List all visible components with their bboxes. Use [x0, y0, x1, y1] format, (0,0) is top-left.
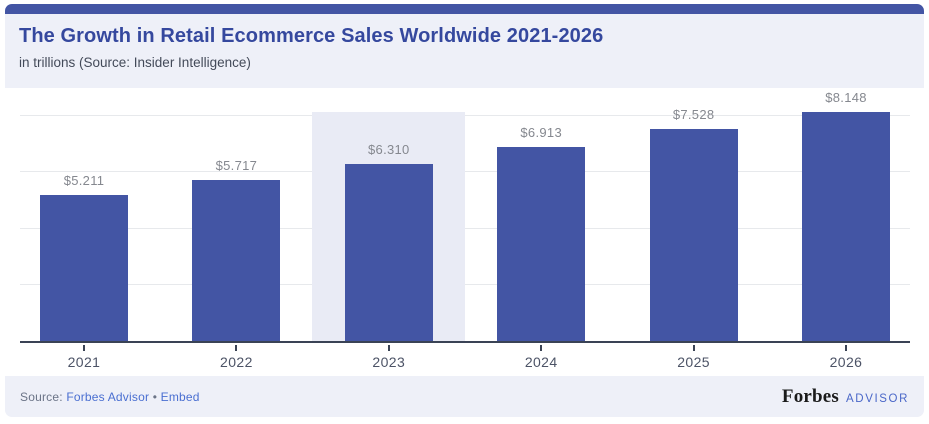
- x-axis-label-2022: 2022: [220, 354, 253, 370]
- forbes-wordmark: Forbes: [781, 385, 840, 407]
- x-axis-tick-2025: [692, 345, 695, 351]
- source-label: Source:: [20, 389, 63, 404]
- x-axis-label-2023: 2023: [372, 354, 406, 370]
- source-link[interactable]: Forbes Advisor: [66, 389, 150, 404]
- x-axis-tick-2023: [387, 345, 390, 351]
- bar-2026[interactable]: [802, 112, 890, 341]
- chart-header: The Growth in Retail Ecommerce Sales Wor…: [5, 14, 924, 88]
- advisor-wordmark: ADVISOR: [846, 392, 909, 405]
- bar-value-label-2022: $5.717: [215, 158, 258, 174]
- embed-link[interactable]: Embed: [160, 389, 200, 404]
- bar-value-label-2023: $6.310: [368, 141, 410, 157]
- bar-value-label-2026: $8.148: [825, 90, 867, 106]
- bar-value-label-2021: $5.211: [63, 172, 105, 188]
- x-axis-label-2021: 2021: [67, 354, 101, 370]
- bar-2025[interactable]: [649, 129, 738, 341]
- x-axis-label-2024: 2024: [524, 354, 558, 370]
- bar-value-label-2024: $6.913: [520, 124, 562, 140]
- bar-2023[interactable]: [344, 163, 433, 341]
- chart-footer: Source: Forbes Advisor • Embed Forbes AD…: [5, 376, 924, 417]
- x-axis-tick-2022: [235, 345, 238, 351]
- plot-area: $5.211 $5.717 $6.310 $6.913 $7.528 $8.148: [20, 88, 910, 343]
- chart-subtitle: in trillions (Source: Insider Intelligen…: [19, 55, 251, 70]
- x-axis-label-2025: 2025: [677, 354, 710, 370]
- source-line: Source: Forbes Advisor • Embed: [20, 390, 200, 404]
- chart-area: $5.211 $5.717 $6.310 $6.913 $7.528 $8.148 202…: [5, 88, 924, 376]
- chart-card: The Growth in Retail Ecommerce Sales Wor…: [5, 4, 924, 417]
- accent-top-bar: [5, 4, 924, 14]
- forbes-advisor-logo: Forbes ADVISOR: [782, 386, 909, 408]
- bar-2024[interactable]: [497, 146, 586, 341]
- chart-title: The Growth in Retail Ecommerce Sales Wor…: [19, 25, 604, 47]
- separator-dot: •: [152, 389, 158, 404]
- bar-2022[interactable]: [192, 180, 281, 341]
- x-axis-tick-2026: [845, 345, 847, 351]
- bar-value-label-2025: $7.528: [672, 107, 715, 123]
- x-axis-tick-2021: [83, 345, 85, 351]
- x-axis-label-2026: 2026: [829, 354, 863, 370]
- bar-2021[interactable]: [40, 194, 128, 341]
- x-axis-tick-2024: [540, 345, 543, 351]
